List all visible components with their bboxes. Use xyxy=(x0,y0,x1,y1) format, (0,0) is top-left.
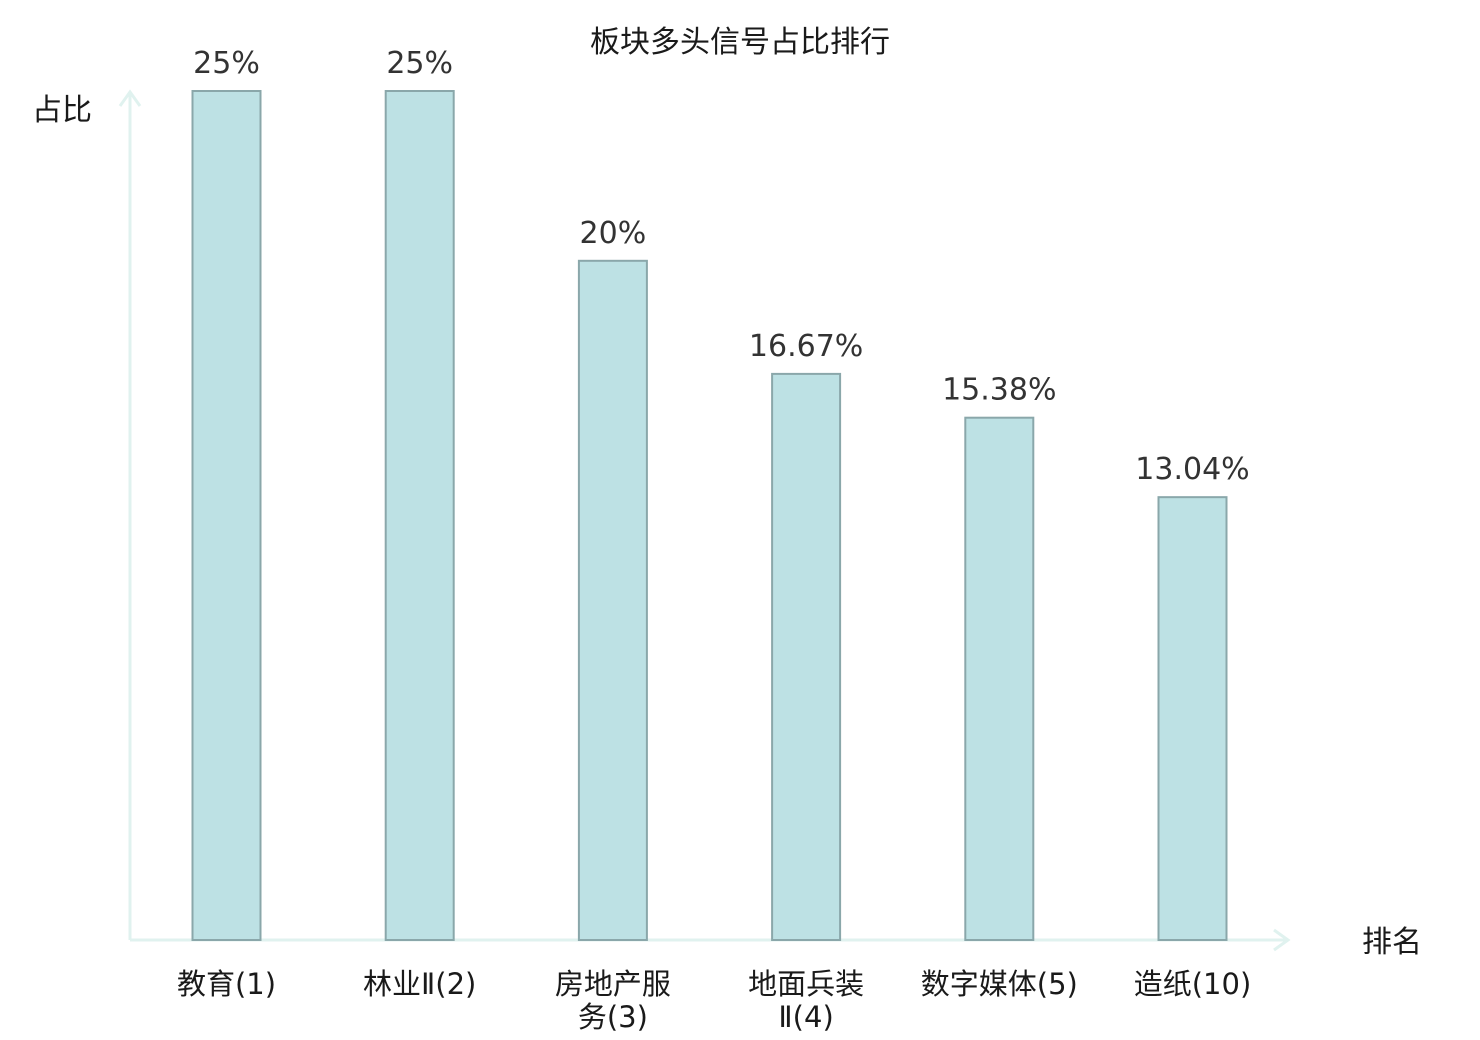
bar-5 xyxy=(964,416,1035,941)
x-tick-label-line: 房地产服 xyxy=(555,967,671,1001)
value-label-2: 25% xyxy=(386,46,453,81)
x-tick-label-3: 房地产服务(3) xyxy=(555,967,671,1034)
x-tick-label-5: 数字媒体(5) xyxy=(921,967,1078,1001)
x-tick-label-line: 务(3) xyxy=(578,1000,648,1034)
x-tick-label-line: 教育(1) xyxy=(177,967,276,1001)
y-axis-arrow xyxy=(118,89,142,107)
x-tick-label-line: 造纸(10) xyxy=(1134,967,1252,1001)
chart-title: 板块多头信号占比排行 xyxy=(590,25,890,60)
value-label-4: 16.67% xyxy=(749,329,863,364)
x-axis-arrow xyxy=(1273,928,1291,952)
value-label-3: 20% xyxy=(580,216,647,251)
x-tick-label-4: 地面兵装 Ⅱ(4) xyxy=(748,967,864,1034)
bar-4 xyxy=(771,372,842,942)
bars xyxy=(191,90,1228,942)
x-tick-label-line: 林业Ⅱ(2) xyxy=(363,967,476,1001)
bar-3 xyxy=(577,259,648,941)
value-label-6: 13.04% xyxy=(1135,452,1249,487)
value-label-1: 25% xyxy=(193,46,260,81)
value-labels: 25% 25% 20% 16.67% 15.38% 13.04% xyxy=(193,46,1250,487)
x-tick-label-2: 林业Ⅱ(2) xyxy=(363,967,476,1001)
bar-1 xyxy=(191,90,262,941)
y-axis-label: 占比 xyxy=(32,93,92,128)
value-label-5: 15.38% xyxy=(942,373,1056,408)
x-tick-label-line: 地面兵装 xyxy=(748,967,864,1001)
x-tick-label-1: 教育(1) xyxy=(177,967,276,1001)
bar-2 xyxy=(384,90,455,941)
bar-6 xyxy=(1157,496,1228,941)
axes xyxy=(118,89,1291,952)
x-tick-label-line: 数字媒体(5) xyxy=(921,967,1078,1001)
x-tick-label-line: Ⅱ(4) xyxy=(778,1000,833,1034)
x-tick-label-6: 造纸(10) xyxy=(1134,967,1252,1001)
x-tick-labels: 教育(1) 林业Ⅱ(2) 房地产服务(3) 地面兵装 Ⅱ(4) 数字媒体(5) 造纸(10) xyxy=(177,967,1251,1034)
x-axis-label: 排名 xyxy=(1362,925,1422,960)
